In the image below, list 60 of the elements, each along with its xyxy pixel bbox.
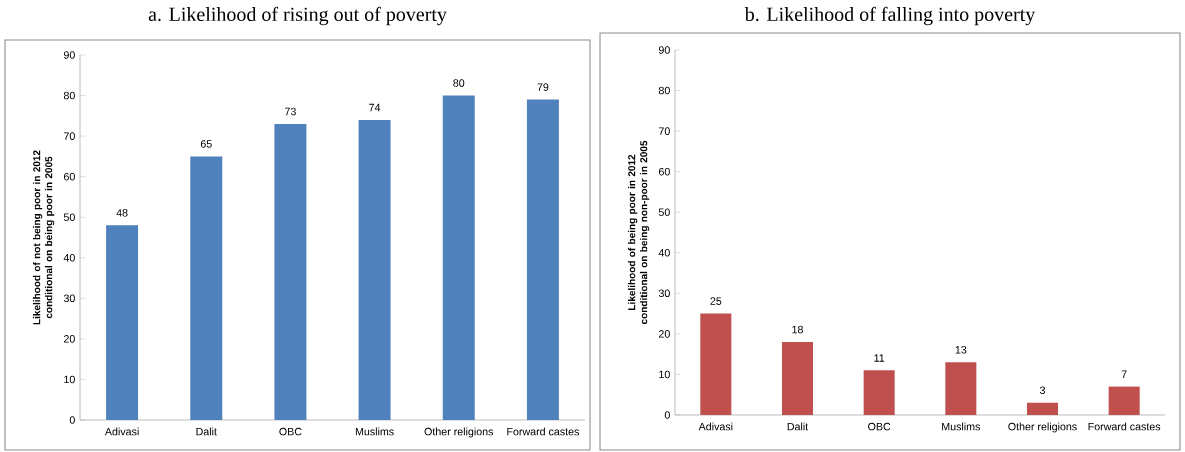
y-tick-label: 70 xyxy=(658,127,670,135)
data-label: 3 xyxy=(1039,386,1045,395)
y-tick-label: 50 xyxy=(658,208,670,216)
data-label: 80 xyxy=(453,79,465,87)
bar xyxy=(190,156,223,420)
bar xyxy=(106,225,139,420)
y-tick-label: 90 xyxy=(658,46,670,54)
y-tick-label: 60 xyxy=(63,172,75,181)
y-tick-label: 80 xyxy=(658,86,670,95)
bar xyxy=(526,99,559,420)
y-tick-label: 20 xyxy=(63,335,75,343)
data-label: 65 xyxy=(200,140,212,148)
y-axis-title: Likelihood of not being poor in 2012 conditional on being poor in 2005 xyxy=(32,150,55,325)
y-tick-label: 70 xyxy=(63,132,75,140)
y-tick-label: 60 xyxy=(658,167,670,176)
y-tick-label: 20 xyxy=(658,330,670,338)
y-tick-label: 0 xyxy=(69,416,75,424)
y-tick-label: 30 xyxy=(658,289,670,298)
data-label: 74 xyxy=(369,103,381,112)
bar xyxy=(700,313,732,415)
y-tick-label: 10 xyxy=(659,370,670,379)
x-tick-label: Dalit xyxy=(787,422,809,431)
bar xyxy=(358,119,391,420)
y-tick-label: 80 xyxy=(63,91,75,100)
x-tick-label: Forward castes xyxy=(507,427,579,436)
data-label: 73 xyxy=(285,107,296,116)
bar xyxy=(1108,386,1140,415)
chart-title: a. Likelihood of rising out of poverty xyxy=(148,6,447,26)
bar xyxy=(781,341,814,415)
y-tick-label: 0 xyxy=(664,411,670,419)
x-tick-label: Muslims xyxy=(355,427,394,436)
y-tick-label: 40 xyxy=(63,254,75,262)
data-label: 25 xyxy=(710,297,722,305)
x-tick-label: Adivasi xyxy=(104,427,139,436)
bar xyxy=(1026,402,1059,415)
y-tick-label: 10 xyxy=(64,375,75,384)
bar xyxy=(945,362,977,415)
data-label: 13 xyxy=(955,346,967,354)
y-tick-label: 50 xyxy=(63,213,75,221)
x-tick-label: Forward castes xyxy=(1088,422,1161,431)
x-tick-label: Muslims xyxy=(942,422,980,431)
x-tick-label: Other religions xyxy=(424,427,494,438)
y-tick-label: 90 xyxy=(63,51,75,59)
data-label: 7 xyxy=(1121,370,1127,378)
y-tick-label: 30 xyxy=(63,294,75,303)
bar xyxy=(442,95,475,420)
x-tick-label: OBC xyxy=(279,427,302,436)
x-tick-label: Adivasi xyxy=(698,422,733,431)
data-label: 79 xyxy=(537,83,549,91)
data-label: 18 xyxy=(792,325,803,334)
chart-title: b. Likelihood of falling into poverty xyxy=(744,6,1036,26)
bar xyxy=(274,123,307,420)
data-label: 11 xyxy=(874,354,885,362)
data-label: 48 xyxy=(116,209,128,217)
x-tick-label: Dalit xyxy=(196,427,217,436)
y-tick-label: 40 xyxy=(658,249,670,257)
y-axis-title: Likelihood of being poor in 2012 conditional on being non-poor in 2005 xyxy=(627,140,650,325)
x-tick-label: Other religions xyxy=(1008,422,1077,433)
x-tick-label: OBC xyxy=(868,422,891,431)
bar xyxy=(863,370,895,415)
